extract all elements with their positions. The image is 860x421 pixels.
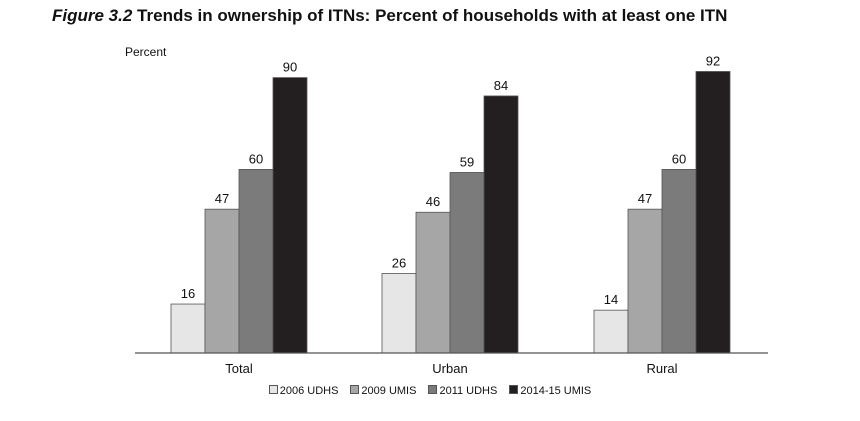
category-label-urban: Urban: [432, 361, 467, 376]
data-label-urban-3: 84: [494, 78, 508, 93]
bar-urban-3: [483, 95, 519, 354]
legend-swatch: [350, 385, 360, 394]
y-axis-label: Percent: [125, 45, 167, 59]
figure-label: Figure 3.2: [52, 6, 133, 25]
legend-label: 2011 UDHS: [439, 385, 498, 397]
category-label-rural: Rural: [646, 361, 677, 376]
data-label-rural-3: 92: [706, 53, 720, 68]
bars-group: 16 47 60 90 Total 26 46 59 84 Urban 14 47 60 92 Rural: [170, 53, 731, 376]
bar-total-1: [204, 208, 240, 354]
legend-item-1: 2009 UMIS: [350, 385, 416, 397]
legend-swatch: [509, 385, 519, 394]
data-label-total-1: 47: [215, 191, 229, 206]
bar-total-0: [170, 303, 206, 354]
data-label-urban-0: 26: [392, 255, 406, 270]
bar-rural-1: [627, 208, 663, 354]
chart-title: Figure 3.2 Trends in ownership of ITNs: …: [52, 6, 727, 26]
data-label-urban-1: 46: [426, 194, 440, 209]
legend-swatch: [268, 385, 278, 394]
bar-total-2: [238, 168, 274, 354]
category-label-total: Total: [225, 361, 253, 376]
bar-urban-0: [381, 273, 417, 354]
data-label-rural-0: 14: [604, 292, 618, 307]
data-label-total-2: 60: [249, 151, 263, 166]
legend-label: 2009 UMIS: [361, 385, 417, 397]
legend-item-2: 2011 UDHS: [428, 385, 497, 397]
legend-item-0: 2006 UDHS: [268, 385, 339, 397]
legend-item-3: 2014-15 UMIS: [509, 385, 591, 397]
bar-rural-2: [661, 168, 697, 354]
title-text: Trends in ownership of ITNs: Percent of …: [137, 6, 728, 25]
data-label-total-0: 16: [181, 286, 195, 301]
legend: 2006 UDHS 2009 UMIS 2011 UDHS 2014-15 UMIS: [0, 385, 860, 397]
data-label-total-3: 90: [283, 60, 297, 75]
bar-urban-1: [415, 211, 451, 354]
data-label-urban-2: 59: [460, 154, 474, 169]
bar-rural-3: [695, 71, 731, 354]
bar-rural-0: [593, 309, 629, 354]
bar-total-3: [272, 77, 308, 354]
legend-label: 2006 UDHS: [279, 385, 339, 397]
legend-swatch: [428, 385, 438, 394]
data-label-rural-2: 60: [672, 151, 686, 166]
legend-label: 2014-15 UMIS: [520, 385, 592, 397]
data-label-rural-1: 47: [638, 191, 652, 206]
bar-urban-2: [449, 172, 485, 354]
